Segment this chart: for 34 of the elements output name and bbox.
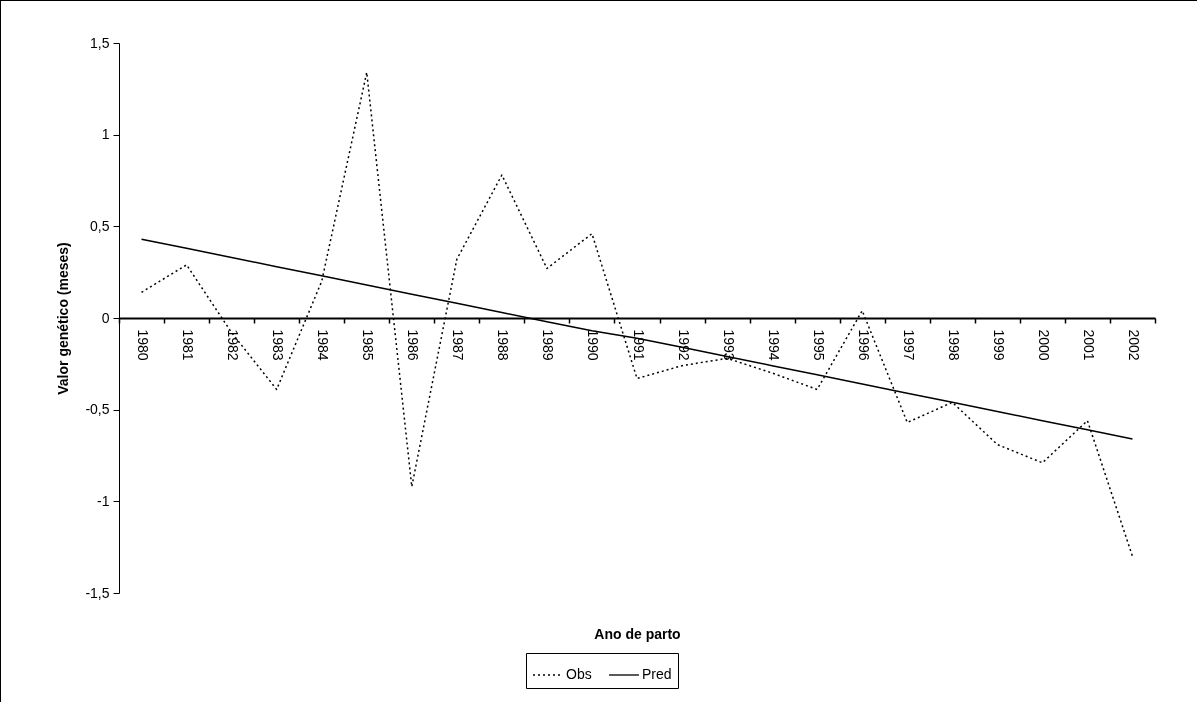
x-tick-label: 1988: [495, 329, 512, 361]
legend-label: Pred: [642, 666, 672, 682]
y-tick-label: -1: [97, 492, 110, 509]
x-tick-label: 1991: [630, 329, 647, 361]
x-tick-label: 1997: [900, 329, 917, 361]
y-axis-title: Valor genético (meses): [55, 242, 72, 395]
x-tick-label: 1983: [270, 329, 287, 361]
x-tick-label: 1986: [405, 329, 422, 361]
y-tick-label: 1,5: [90, 34, 110, 51]
y-tick-label: 0,5: [90, 217, 110, 234]
y-tick-label: -0,5: [85, 401, 110, 418]
x-tick-label: 1998: [945, 329, 962, 361]
x-tick-label: 2002: [1125, 329, 1142, 361]
y-tick-label: -1,5: [85, 584, 110, 601]
x-tick-label: 1992: [675, 329, 692, 361]
legend-label: Obs: [566, 666, 592, 682]
x-tick-label: 1982: [225, 329, 242, 361]
x-tick-label: 1981: [180, 329, 197, 361]
x-tick-label: 1990: [585, 329, 602, 361]
x-tick-label: 1995: [810, 329, 827, 361]
x-tick-label: 1987: [450, 329, 467, 361]
y-tick-label: 1: [101, 126, 110, 143]
x-tick-label: 1989: [540, 329, 557, 361]
x-tick-label: 2000: [1035, 329, 1052, 361]
x-tick-label: 1996: [855, 329, 872, 361]
x-axis-title: Ano de parto: [594, 625, 681, 642]
x-tick-label: 1985: [360, 329, 377, 361]
x-tick-label: 1984: [315, 329, 332, 361]
x-tick-label: 1993: [720, 329, 737, 361]
x-tick-label: 1994: [765, 329, 782, 361]
y-tick-label: 0: [101, 309, 110, 326]
x-tick-label: 2001: [1080, 329, 1097, 361]
x-tick-label: 1999: [990, 329, 1007, 361]
x-tick-label: 1980: [135, 329, 152, 361]
